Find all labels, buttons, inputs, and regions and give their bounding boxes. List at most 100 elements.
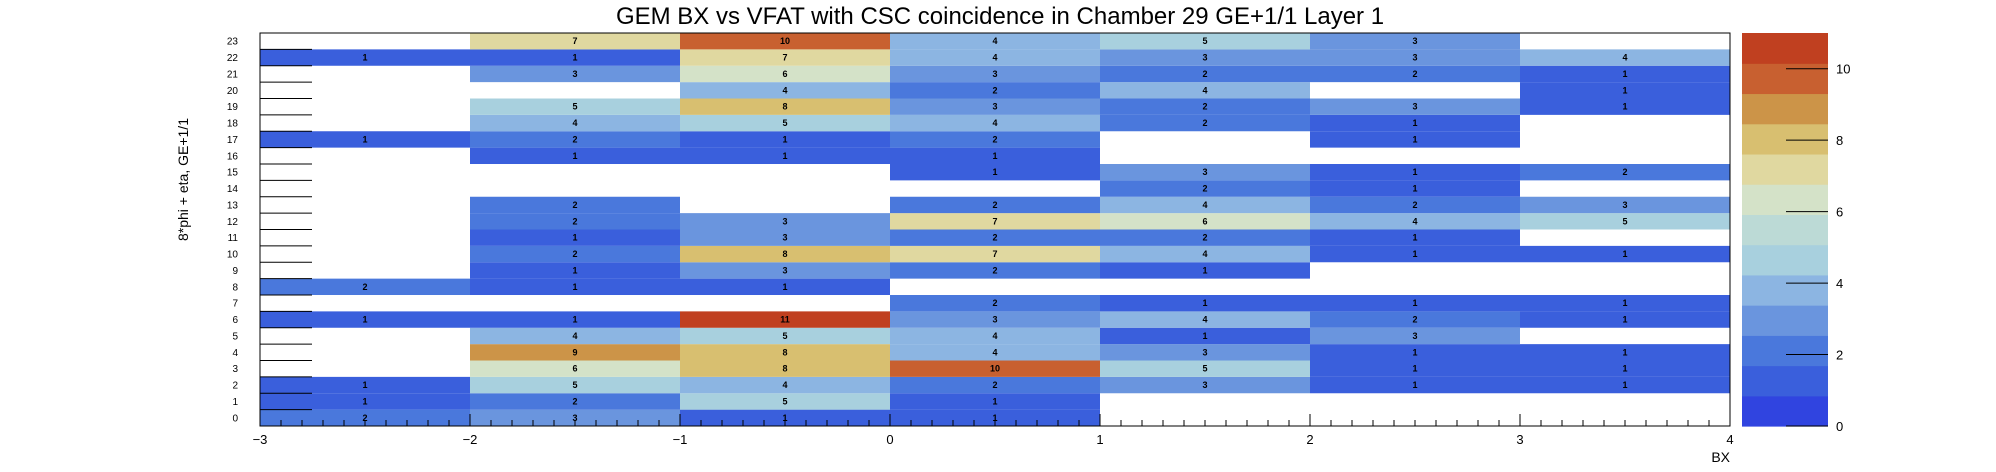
cell-value-label: 5 [1202, 36, 1207, 46]
heatmap-cell [470, 344, 680, 361]
color-bar-tick-label: 0 [1836, 419, 1843, 434]
cell-value-label: 4 [992, 53, 997, 63]
heatmap-cell [890, 49, 1100, 66]
heatmap-cell [470, 327, 680, 345]
heatmap-cell [680, 98, 890, 115]
cell-value-label: 3 [782, 265, 787, 275]
heatmap-cell [1100, 295, 1310, 312]
cell-value-label: 1 [992, 396, 997, 406]
cell-value-label: 4 [1202, 85, 1207, 95]
x-tick-label: −2 [463, 432, 478, 447]
cell-value-label: 3 [1412, 102, 1417, 112]
cell-value-label: 1 [1202, 331, 1207, 341]
heatmap-cell [1310, 98, 1520, 115]
cell-value-label: 1 [782, 151, 787, 161]
cell-value-label: 1 [572, 53, 577, 63]
cell-value-label: 1 [782, 134, 787, 144]
x-axis-label: BX [1711, 449, 1730, 465]
cell-value-label: 1 [572, 265, 577, 275]
heatmap-cell [1310, 164, 1520, 181]
color-bar-segment [1742, 63, 1828, 95]
cell-value-label: 1 [1622, 298, 1627, 308]
heatmap-cell [1100, 49, 1310, 66]
heatmap-cell [1100, 65, 1310, 83]
heatmap-cell [890, 82, 1100, 99]
cell-value-label: 4 [1202, 249, 1207, 259]
cell-value-label: 5 [572, 102, 577, 112]
cell-value-label: 1 [992, 151, 997, 161]
cell-value-label: 8 [782, 347, 787, 357]
cell-value-label: 3 [1412, 36, 1417, 46]
heatmap-cell [470, 33, 680, 50]
heatmap-cell [260, 49, 470, 66]
cell-value-label: 1 [782, 282, 787, 292]
cell-value-label: 9 [572, 347, 577, 357]
x-tick-label: −1 [673, 432, 688, 447]
cell-value-label: 2 [1412, 315, 1417, 325]
heatmap-cell [680, 49, 890, 66]
y-tick-label: 21 [227, 69, 239, 80]
heatmap-cell [1100, 33, 1310, 50]
cell-value-label: 4 [992, 118, 997, 128]
cell-value-label: 1 [782, 413, 787, 423]
y-tick-label: 23 [227, 37, 239, 48]
heatmap-cell [260, 393, 470, 410]
cell-value-label: 1 [572, 233, 577, 243]
heatmap-cell [470, 114, 680, 132]
cell-value-label: 10 [780, 36, 790, 46]
heatmap-cell [470, 131, 680, 148]
heatmap-cell [1520, 196, 1730, 214]
heatmap-cell [890, 360, 1100, 377]
cell-value-label: 7 [572, 36, 577, 46]
cell-value-label: 3 [992, 102, 997, 112]
heatmap-cell [680, 114, 890, 132]
heatmap-cell [470, 262, 680, 279]
y-tick-label: 19 [227, 102, 239, 113]
color-bar-segment [1742, 305, 1828, 336]
y-tick-label: 11 [228, 233, 239, 244]
cell-value-label: 1 [1412, 249, 1417, 259]
heatmap-cell [890, 295, 1100, 312]
heatmap-cell [890, 33, 1100, 50]
heatmap-cell [1310, 245, 1520, 263]
heatmap-cell [890, 131, 1100, 148]
chart-title: GEM BX vs VFAT with CSC coincidence in C… [616, 3, 1384, 30]
heatmap-cell [470, 393, 680, 410]
y-tick-label: 9 [232, 266, 238, 277]
x-tick-label: 0 [886, 432, 893, 447]
y-tick-label: 16 [227, 151, 239, 162]
cell-value-label: 5 [782, 396, 787, 406]
y-tick-label: 10 [227, 250, 239, 261]
heatmap-cell [680, 262, 890, 279]
heatmap-cell [1520, 376, 1730, 394]
cell-value-label: 2 [992, 380, 997, 390]
heatmap-cell [890, 262, 1100, 279]
heatmap-cell [680, 393, 890, 410]
heatmap-cell [1310, 131, 1520, 148]
heatmap-cell [1310, 49, 1520, 66]
x-tick-label: 1 [1096, 432, 1103, 447]
cell-value-label: 2 [362, 282, 367, 292]
cell-value-label: 3 [1202, 347, 1207, 357]
cell-value-label: 2 [992, 200, 997, 210]
color-bar-segment [1742, 153, 1828, 185]
color-bar-segment [1742, 33, 1828, 64]
color-bar-segment [1742, 274, 1828, 306]
heatmap-cell [1310, 344, 1520, 361]
cell-value-label: 1 [1412, 167, 1417, 177]
heatmap-cell [1520, 49, 1730, 66]
cell-value-label: 1 [1412, 364, 1417, 374]
cell-value-label: 3 [782, 233, 787, 243]
cell-value-label: 4 [782, 85, 787, 95]
x-tick-label: −3 [253, 432, 268, 447]
heatmap-cell [680, 82, 890, 99]
heatmap-cell [1100, 376, 1310, 394]
cells-layer [260, 33, 1730, 427]
heatmap-cell [260, 376, 470, 394]
heatmap-cell [890, 327, 1100, 345]
y-tick-label: 15 [227, 168, 239, 179]
cell-value-label: 3 [1202, 53, 1207, 63]
heatmap-cell [260, 409, 470, 427]
y-tick-label: 1 [232, 397, 238, 408]
